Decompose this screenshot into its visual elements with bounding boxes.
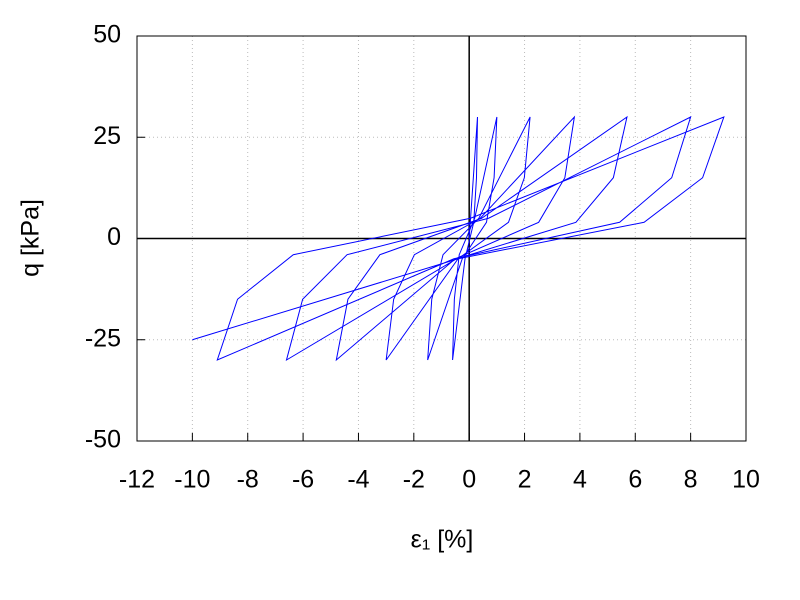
x-axis-label: ε₁ [%] bbox=[411, 526, 474, 554]
y-tick-label: 25 bbox=[93, 122, 121, 150]
x-tick-label: -6 bbox=[292, 466, 314, 494]
x-tick-label: 4 bbox=[573, 466, 587, 494]
plot-frame bbox=[136, 35, 747, 442]
y-tick-label: 0 bbox=[107, 223, 121, 251]
data-line bbox=[192, 115, 725, 362]
x-tick-label: -8 bbox=[237, 466, 259, 494]
x-tick-label: -12 bbox=[119, 466, 155, 494]
y-tick-label: -50 bbox=[85, 426, 121, 454]
y-tick-label: 50 bbox=[93, 21, 121, 49]
x-tick-label: 6 bbox=[628, 466, 642, 494]
x-tick-label: 8 bbox=[684, 466, 698, 494]
y-axis-label: q [kPa] bbox=[17, 199, 45, 277]
y-tick-label: -25 bbox=[85, 324, 121, 352]
x-tick-label: -10 bbox=[174, 466, 210, 494]
x-tick-label: 2 bbox=[518, 466, 532, 494]
x-tick-label: 0 bbox=[462, 466, 476, 494]
x-tick-label: -2 bbox=[403, 466, 425, 494]
x-tick-label: 10 bbox=[732, 466, 760, 494]
x-tick-label: -4 bbox=[347, 466, 369, 494]
